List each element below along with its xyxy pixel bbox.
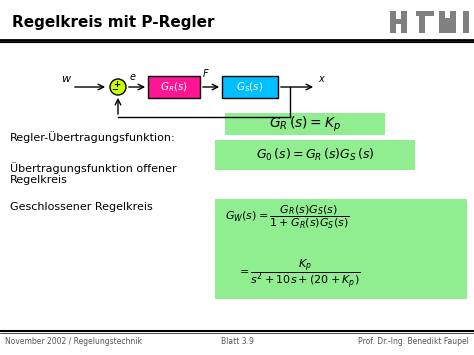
Text: e: e	[130, 72, 136, 82]
Text: $G_R(s)$: $G_R(s)$	[160, 80, 188, 94]
Bar	[450, 11, 456, 33]
Bar	[215, 140, 415, 170]
Text: Geschlossener Regelkreis: Geschlossener Regelkreis	[10, 202, 153, 212]
Text: $G_R\,(s) = K_p$: $G_R\,(s) = K_p$	[269, 114, 341, 133]
Text: $G_0\,(s) = G_R\,(s)G_S\,(s)$: $G_0\,(s) = G_R\,(s)G_S\,(s)$	[256, 147, 374, 163]
Bar	[416, 11, 434, 16]
Bar	[445, 18, 450, 33]
Bar	[439, 11, 445, 33]
Text: +: +	[113, 80, 120, 89]
Text: Regelkreis mit P-Regler: Regelkreis mit P-Regler	[12, 15, 215, 30]
Bar	[215, 199, 467, 299]
Bar	[419, 11, 425, 33]
Text: w: w	[61, 74, 70, 84]
Bar	[396, 19, 401, 24]
Bar	[225, 113, 385, 135]
Text: $G_S(s)$: $G_S(s)$	[236, 80, 264, 94]
Text: $= \dfrac{K_p}{s^2+10s+(20+K_p)}$: $= \dfrac{K_p}{s^2+10s+(20+K_p)}$	[237, 257, 361, 290]
Text: Prof. Dr.-Ing. Benedikt Faupel: Prof. Dr.-Ing. Benedikt Faupel	[358, 337, 469, 346]
Bar	[148, 76, 200, 98]
Text: Blatt 3.9: Blatt 3.9	[220, 337, 254, 346]
Bar	[401, 11, 407, 33]
Text: Übertragungsfunktion offener: Übertragungsfunktion offener	[10, 162, 177, 174]
Text: x: x	[318, 74, 324, 84]
Circle shape	[110, 79, 126, 95]
Text: −: −	[111, 86, 118, 94]
Bar	[390, 11, 396, 33]
Text: F: F	[203, 69, 209, 79]
Bar	[463, 11, 469, 33]
Text: Regler-Übertragungsfunktion:: Regler-Übertragungsfunktion:	[10, 131, 176, 143]
Text: $G_W(s) = \dfrac{G_R(s)G_S(s)}{1+G_R(s)G_S(s)}$: $G_W(s) = \dfrac{G_R(s)G_S(s)}{1+G_R(s)G…	[225, 204, 350, 231]
Text: Regelkreis: Regelkreis	[10, 175, 68, 185]
Bar	[222, 76, 278, 98]
Text: November 2002 / Regelungstechnik: November 2002 / Regelungstechnik	[5, 337, 142, 346]
